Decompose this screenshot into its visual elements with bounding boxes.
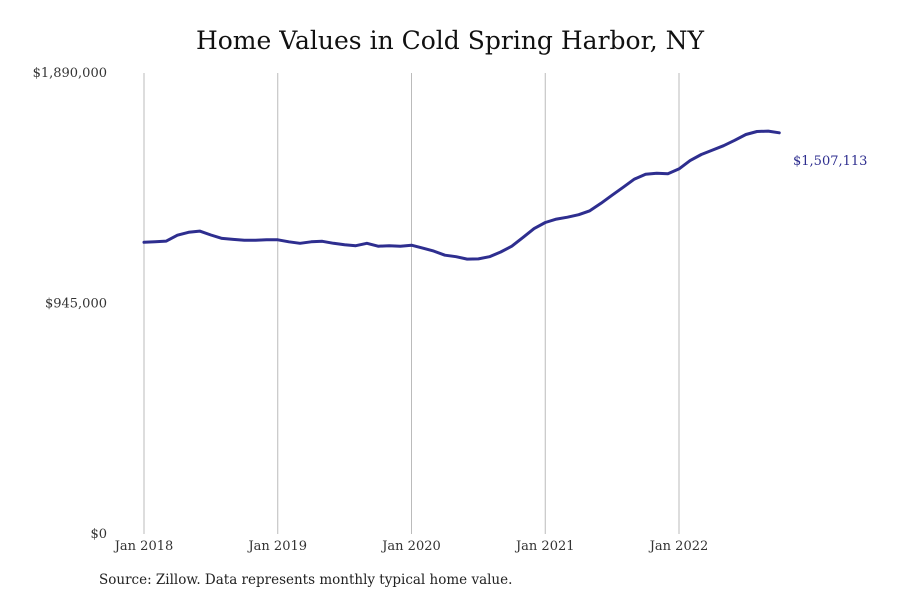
y-tick-label: $0 — [90, 527, 107, 542]
y-tick-label: $1,890,000 — [33, 66, 107, 81]
chart-title: Home Values in Cold Spring Harbor, NY — [195, 26, 705, 55]
grid-lines — [143, 73, 680, 534]
axis-labels: Jan 2018 Jan 2019 Jan 2020 Jan 2021 Jan 2022… — [33, 66, 709, 554]
x-tick-label: Jan 2020 — [380, 539, 441, 554]
series-layer — [142, 129, 781, 261]
x-tick-label: Jan 2019 — [246, 539, 307, 554]
x-tick-label: Jan 2022 — [648, 539, 709, 554]
x-tick-label: Jan 2021 — [514, 539, 575, 554]
end-value-label: $1,507,113 — [793, 154, 867, 169]
source-note: Source: Zillow. Data represents monthly … — [99, 572, 513, 588]
x-tick-label: Jan 2018 — [113, 539, 174, 554]
y-tick-label: $945,000 — [45, 297, 107, 312]
series-line — [142, 129, 781, 261]
